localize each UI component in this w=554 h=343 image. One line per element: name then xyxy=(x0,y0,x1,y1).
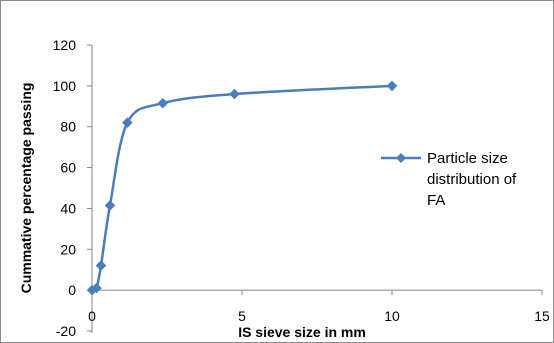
x-tick-label: 5 xyxy=(238,308,246,324)
x-axis: 0 5 10 15 xyxy=(88,289,550,324)
legend-marker xyxy=(396,153,406,163)
y-tick-label: 80 xyxy=(60,119,76,135)
data-point-marker xyxy=(386,80,398,92)
data-point-marker xyxy=(229,88,240,100)
data-point-marker xyxy=(157,97,169,109)
x-axis-label: IS sieve size in mm xyxy=(238,324,366,340)
x-tick-label: 10 xyxy=(384,308,400,324)
legend-label: distribution of xyxy=(427,171,517,188)
y-tick-label: 60 xyxy=(60,160,76,176)
y-tick-label: 100 xyxy=(53,78,77,94)
y-tick-label: 0 xyxy=(68,282,76,298)
data-point-marker xyxy=(91,282,102,294)
data-point-marker xyxy=(122,117,133,128)
y-tick-label: 120 xyxy=(53,37,77,53)
y-axis: -20 0 20 40 60 80 100 120 xyxy=(53,37,93,339)
y-axis-label: Cummative percentage passing xyxy=(18,83,34,294)
x-tick-label: 0 xyxy=(88,308,96,324)
y-tick-label: 40 xyxy=(60,200,76,216)
legend: Particle size distribution of FA xyxy=(381,150,517,209)
data-point-marker xyxy=(95,260,107,271)
legend-label: FA xyxy=(427,192,445,209)
data-point-marker xyxy=(104,200,116,211)
x-tick-label: 15 xyxy=(534,308,550,324)
legend-label: Particle size xyxy=(427,150,508,167)
y-tick-label: -20 xyxy=(56,323,76,339)
series-line xyxy=(90,84,394,292)
y-tick-label: 20 xyxy=(60,241,76,257)
series-group xyxy=(86,80,398,296)
